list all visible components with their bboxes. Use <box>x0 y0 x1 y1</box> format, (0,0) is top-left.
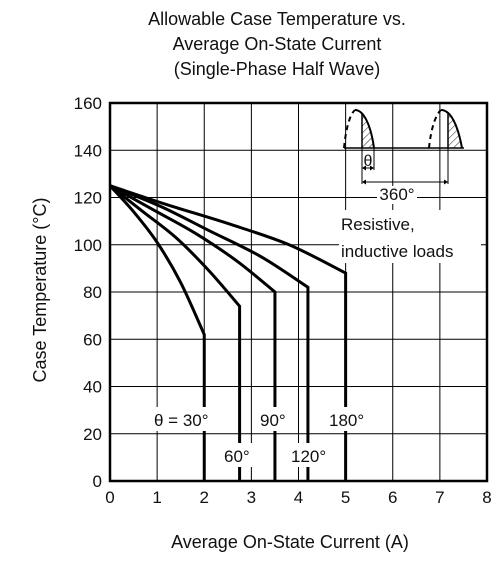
x-tick-label: 6 <box>388 488 397 507</box>
series-label-60: 60° <box>224 447 250 466</box>
theta-arrowheads <box>362 165 374 171</box>
series-line-3 <box>109 184 310 481</box>
y-tick-label: 160 <box>74 94 102 113</box>
series-label-180: 180° <box>329 411 364 430</box>
waveform-dashed-left-1 <box>343 109 356 149</box>
load-note-line-1: Resistive, <box>341 215 415 234</box>
series-line-1 <box>109 184 242 481</box>
waveform-dashed-left-2 <box>428 109 442 149</box>
series-line-0 <box>108 184 206 481</box>
chart-title-line-3: (Single-Phase Half Wave) <box>174 59 380 79</box>
y-tick-label: 140 <box>74 141 102 160</box>
y-axis-label: Case Temperature (°C) <box>30 198 50 383</box>
x-tick-label: 2 <box>200 488 209 507</box>
x-tick-label: 3 <box>247 488 256 507</box>
load-note-line-2: inductive loads <box>341 242 453 261</box>
series-label-bg-30 <box>151 407 217 431</box>
waveform-hatched-pulse-2 <box>441 110 462 148</box>
chart-title-line-2: Average On-State Current <box>173 34 382 54</box>
series-lines <box>108 184 348 481</box>
series-label-theta-30: θ = 30° <box>154 411 209 430</box>
series-label-bg-90 <box>257 407 293 431</box>
load-note-bg <box>339 210 481 263</box>
y-tick-label: 40 <box>83 378 102 397</box>
theta-label: θ <box>364 153 373 170</box>
series-label-120: 120° <box>291 447 326 466</box>
y-tick-label: 60 <box>83 330 102 349</box>
x-tick-label: 5 <box>341 488 350 507</box>
chart-title-line-1: Allowable Case Temperature vs. <box>148 9 406 29</box>
y-tick-label: 0 <box>93 472 102 491</box>
waveform-pulse-2-outline <box>440 109 463 149</box>
period-label-bg <box>377 186 417 204</box>
waveform-hatched-pulse-1 <box>355 110 374 148</box>
x-tick-label: 0 <box>105 488 114 507</box>
plot-area-frame <box>108 101 489 483</box>
x-tick-label: 4 <box>294 488 303 507</box>
series-label-bg-120 <box>288 443 334 467</box>
series-label-bg-180 <box>326 407 372 431</box>
y-tick-label: 120 <box>74 189 102 208</box>
y-tick-label: 20 <box>83 425 102 444</box>
series-line-2 <box>109 184 277 481</box>
series-label-bg-60 <box>221 443 257 467</box>
x-tick-label: 7 <box>435 488 444 507</box>
x-axis-label: Average On-State Current (A) <box>171 532 409 552</box>
x-tick-label: 1 <box>152 488 161 507</box>
waveform-pulse-1-outline <box>354 109 375 149</box>
x-tick-label: 8 <box>482 488 491 507</box>
series-line-4 <box>109 184 348 481</box>
series-label-90: 90° <box>260 411 286 430</box>
period-label: 360° <box>379 185 414 204</box>
waveform-inset: θ 360° Resistive, inductive loads <box>339 109 481 263</box>
y-tick-label: 80 <box>83 283 102 302</box>
y-tick-label: 100 <box>74 236 102 255</box>
